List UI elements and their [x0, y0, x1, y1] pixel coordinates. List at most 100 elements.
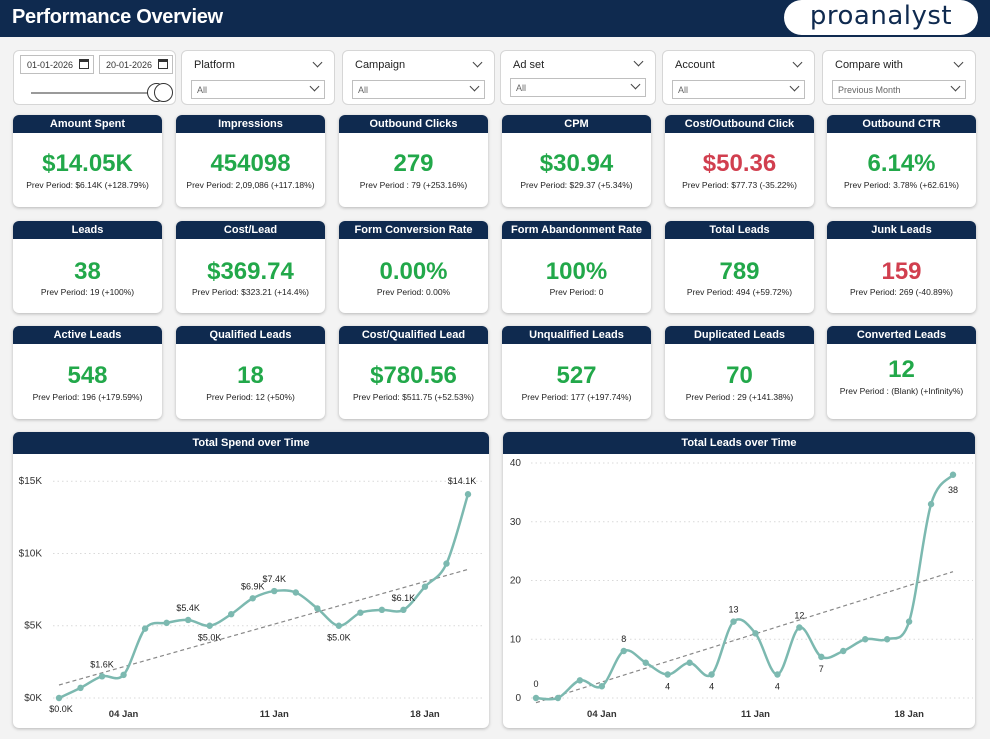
kpi-title: Converted Leads [827, 326, 976, 344]
brand-logo: proanalyst [784, 0, 978, 35]
compare-with-dropdown[interactable]: Previous Month [832, 80, 966, 99]
date-slider-handle-end[interactable] [154, 83, 173, 102]
data-point [228, 610, 235, 618]
data-point [98, 673, 106, 680]
kpi-value: 100% [545, 258, 608, 285]
data-point [120, 671, 127, 679]
data-point [443, 560, 450, 567]
kpi-title: Form Conversion Rate [339, 221, 488, 239]
x-tick-label: 04 Jan [587, 709, 617, 720]
platform-label: Platform [194, 59, 235, 71]
calendar-icon[interactable] [79, 59, 89, 69]
campaign-slicer: Campaign All [342, 50, 495, 105]
kpi-card-cost-lead: Cost/Lead $369.74 Prev Period: $323.21 (+1… [176, 221, 325, 313]
data-point [949, 471, 957, 478]
kpi-prev-period: Prev Period : 79 (+253.16%) [359, 180, 468, 190]
data-point [163, 619, 170, 627]
chevron-down-icon [309, 81, 320, 92]
chevron-down-icon [789, 81, 800, 92]
kpi-card-junk-leads: Junk Leads 159 Prev Period: 269 (-40.89%) [827, 221, 976, 313]
kpi-title: Cost/Lead [176, 221, 325, 239]
data-point [598, 683, 606, 690]
data-point [840, 647, 847, 655]
kpi-title: Amount Spent [13, 115, 162, 133]
kpi-card-converted-leads: Converted Leads 12 Prev Period : (Blank) (… [827, 326, 976, 419]
chevron-down-icon[interactable] [633, 56, 644, 67]
data-point [576, 677, 584, 684]
data-label: 4 [665, 682, 670, 692]
leads-chart-title: Total Leads over Time [503, 432, 975, 454]
kpi-prev-period: Prev Period: 3.78% (+62.61%) [843, 180, 960, 190]
y-tick-label: 30 [510, 517, 522, 528]
data-label: $5.4K [176, 603, 200, 613]
kpi-card-qualified-leads: Qualified Leads 18 Prev Period: 12 (+50%) [176, 326, 325, 419]
account-label: Account [675, 59, 715, 71]
chevron-down-icon[interactable] [792, 57, 803, 68]
chevron-down-icon[interactable] [953, 57, 964, 68]
data-point [271, 587, 278, 595]
data-point [378, 606, 386, 614]
kpi-value: 454098 [210, 150, 291, 177]
data-point [664, 671, 671, 678]
kpi-card-impressions: Impressions 454098 Prev Period: 2,09,086 (… [176, 115, 325, 207]
kpi-title: Form Abandonment Rate [502, 221, 651, 239]
kpi-value: 12 [888, 356, 915, 383]
kpi-prev-period: Prev Period: $77.73 (-35.22%) [682, 180, 797, 190]
calendar-icon[interactable] [158, 59, 168, 69]
kpi-value: 38 [74, 258, 101, 285]
kpi-prev-period: Prev Period: 19 (+100%) [40, 287, 135, 297]
data-point [249, 595, 256, 602]
kpi-card-leads: Leads 38 Prev Period: 19 (+100%) [13, 221, 162, 313]
chevron-down-icon [469, 81, 480, 92]
data-point [620, 647, 627, 655]
data-point [730, 618, 737, 625]
chevron-down-icon[interactable] [312, 57, 323, 68]
kpi-prev-period: Prev Period: $6.14K (+128.79%) [26, 180, 149, 190]
account-dropdown[interactable]: All [672, 80, 805, 99]
kpi-title: Impressions [176, 115, 325, 133]
date-end-input[interactable]: 20-01-2026 [99, 55, 173, 74]
kpi-prev-period: Prev Period: 196 (+179.59%) [32, 392, 143, 402]
date-start-input[interactable]: 01-01-2026 [20, 55, 94, 74]
date-slider-track[interactable] [31, 92, 161, 94]
kpi-card-form-abandonment-rate: Form Abandonment Rate 100% Prev Period: 0 [502, 221, 651, 313]
account-value: All [678, 85, 689, 95]
adset-dropdown[interactable]: All [510, 78, 646, 97]
kpi-card-duplicated-leads: Duplicated Leads 70 Prev Period : 29 (+141… [665, 326, 814, 419]
data-point [77, 684, 84, 692]
kpi-prev-period: Prev Period: 494 (+59.72%) [686, 287, 793, 297]
kpi-card-active-leads: Active Leads 548 Prev Period: 196 (+179.59… [13, 326, 162, 419]
spend-line-chart: $0K $5K $10K $15K 04 Jan 11 Jan 18 Jan $0.0K $1.… [19, 476, 485, 720]
kpi-card-total-leads: Total Leads 789 Prev Period: 494 (+59.72%) [665, 221, 814, 313]
kpi-card-cost-outbound-click: Cost/Outbound Click $50.36 Prev Period: $7… [665, 115, 814, 207]
kpi-prev-period: Prev Period : 29 (+141.38%) [685, 392, 794, 402]
y-tick-label: $0K [24, 693, 42, 704]
kpi-card-outbound-clicks: Outbound Clicks 279 Prev Period : 79 (+253… [339, 115, 488, 207]
data-label: $1.6K [90, 659, 114, 669]
data-point [357, 609, 364, 616]
platform-value: All [197, 85, 208, 95]
chevron-down-icon[interactable] [472, 57, 483, 68]
data-label: $6.1K [392, 593, 416, 603]
leads-chart-panel: Total Leads over Time 0 10 20 30 40 04 Jan 11 … [503, 432, 975, 728]
platform-dropdown[interactable]: All [191, 80, 325, 99]
top-header-bar: Performance Overview proanalyst [0, 0, 990, 37]
kpi-value: 279 [393, 150, 434, 177]
kpi-title: Outbound CTR [827, 115, 976, 133]
data-label: $0.0K [49, 704, 73, 714]
data-point [184, 616, 192, 624]
kpi-title: Qualified Leads [176, 326, 325, 344]
data-point [752, 630, 759, 637]
compare-with-value: Previous Month [838, 85, 901, 95]
data-label: 38 [948, 485, 958, 495]
data-label: $14.1K [448, 476, 477, 486]
date-start-value: 01-01-2026 [27, 60, 74, 70]
data-point [642, 659, 649, 666]
chevron-down-icon [950, 81, 961, 92]
kpi-title: Unqualified Leads [502, 326, 651, 344]
data-point [818, 653, 825, 661]
data-label: $6.9K [241, 581, 265, 591]
account-slicer: Account All [662, 50, 815, 105]
kpi-prev-period: Prev Period: 177 (+197.74%) [521, 392, 632, 402]
campaign-dropdown[interactable]: All [352, 80, 485, 99]
